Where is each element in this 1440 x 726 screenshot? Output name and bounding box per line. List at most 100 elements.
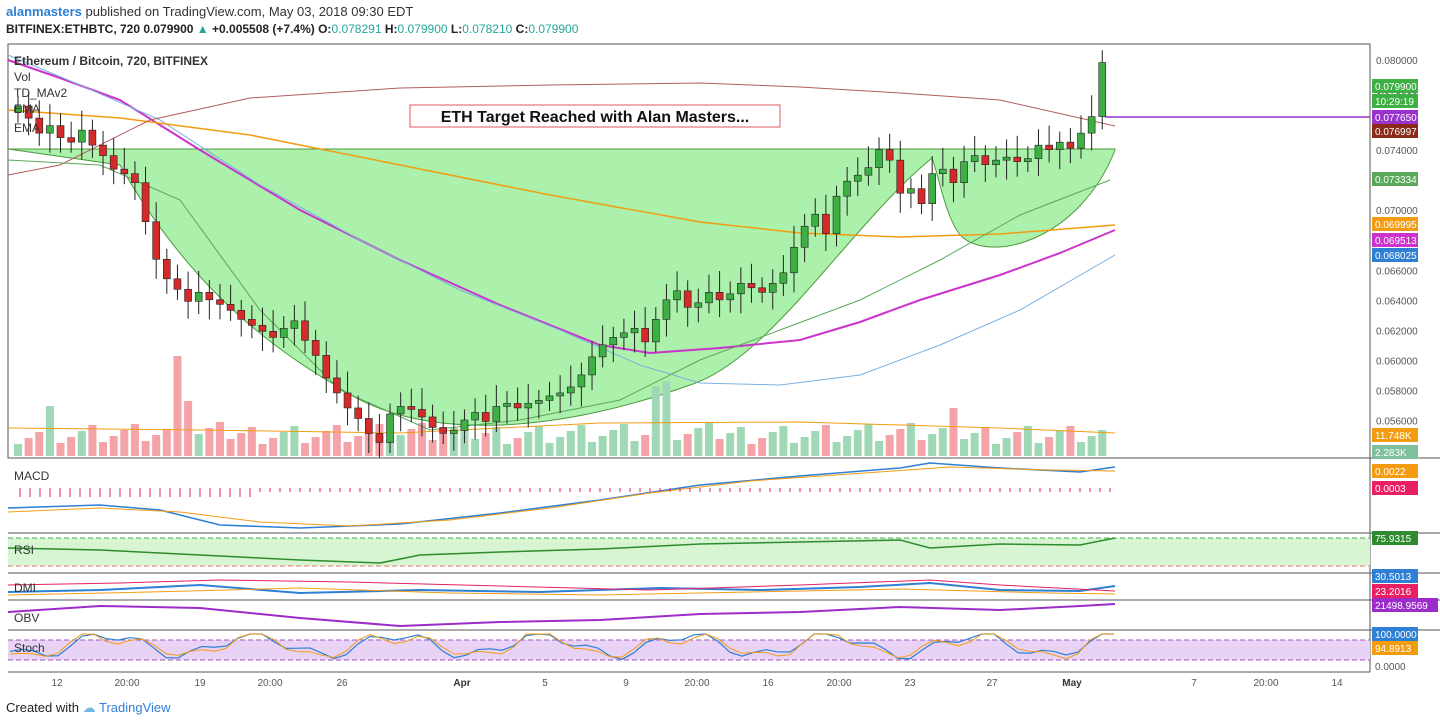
indicator-tag-text: 94.8913: [1375, 644, 1412, 655]
price-tag-text: 2.283K: [1375, 448, 1407, 459]
volume-bar: [960, 439, 969, 456]
volume-bar: [396, 435, 405, 456]
candle-body: [907, 188, 915, 194]
indicator-tag: [1372, 659, 1418, 673]
annotation-box[interactable]: [409, 104, 781, 128]
price-tag: [1372, 94, 1418, 108]
volume-bar: [694, 428, 703, 456]
candle-body: [1034, 144, 1043, 159]
candle-body: [163, 258, 171, 280]
up-arrow-icon: ▲: [196, 22, 209, 36]
price-tick-label: 0.060000: [1376, 356, 1418, 367]
indicator-tag: [1372, 598, 1438, 612]
candle-body: [428, 416, 437, 428]
rsi-band: [8, 538, 1370, 566]
close-label: C:: [515, 22, 529, 36]
volume-bar: [1045, 437, 1054, 456]
candle-body: [949, 168, 958, 183]
price-tags: 0.079900 10:29:19 0.077650 0.076997 0.073334…: [1372, 79, 1438, 673]
low-value: 0.078210: [462, 22, 513, 36]
candle-body: [545, 395, 554, 401]
volume-bar: [1023, 426, 1032, 456]
price-tag: [1372, 248, 1418, 262]
volume-bar: [896, 429, 905, 456]
symbol-line: BITFINEX:ETHBTC, 720 0.079900 ▲ +0.00550…: [6, 22, 578, 36]
candle-body: [343, 392, 352, 409]
candle-body: [311, 340, 320, 356]
candle-body: [630, 328, 639, 334]
stoch-band: [8, 640, 1370, 660]
open-label: O:: [318, 22, 332, 36]
candle-body: [790, 246, 798, 274]
candle-body: [396, 406, 405, 415]
dmi-label[interactable]: DMI: [14, 581, 36, 595]
time-tick-label: 23: [904, 678, 916, 689]
volume-bar: [162, 429, 171, 456]
volume-bar: [1055, 431, 1064, 456]
indicator-tag-text: 0.0000: [1375, 662, 1406, 673]
volume-bar: [1002, 438, 1011, 456]
candle-body: [970, 155, 979, 162]
moving-average-lines: [7, 54, 1116, 434]
volume-bar: [683, 434, 692, 456]
candle-body: [24, 105, 33, 119]
price-tag: [1372, 124, 1418, 138]
candle-body: [194, 292, 203, 302]
candle-body: [269, 331, 277, 338]
price-tick-label: 0.066000: [1376, 266, 1418, 277]
candle-body: [460, 419, 469, 431]
volume-bar: [471, 439, 480, 456]
macd-label[interactable]: MACD: [14, 469, 50, 483]
candle-body: [375, 433, 384, 443]
author-link[interactable]: alanmasters: [6, 4, 82, 19]
stoch-label[interactable]: Stoch: [14, 641, 45, 655]
volume-bar: [173, 356, 182, 456]
volume-bar: [991, 444, 1000, 456]
legend-td-mav2[interactable]: TD_MAv2: [14, 86, 67, 100]
candle-body: [620, 332, 628, 338]
tradingview-link[interactable]: TradingView: [99, 700, 171, 715]
high-label: H:: [384, 22, 398, 36]
volume-bar: [981, 427, 990, 456]
time-tick-label: 20:00: [257, 678, 282, 689]
rsi-label[interactable]: RSI: [14, 543, 34, 557]
volume-bar: [354, 436, 363, 456]
candle-body: [556, 392, 564, 397]
legend-ema-2[interactable]: EMA: [14, 121, 40, 135]
price-tag: [1372, 445, 1418, 459]
volume-bar: [322, 431, 331, 456]
volume-bar: [109, 436, 118, 456]
candle-body: [641, 328, 649, 343]
macd-line: [7, 462, 1116, 529]
volume-bar: [67, 437, 76, 456]
volume-bar: [1077, 442, 1085, 456]
volume-bar: [332, 425, 341, 456]
volume-bar: [1098, 430, 1107, 456]
legend-vol[interactable]: Vol: [14, 70, 31, 84]
time-tick-label: 9: [623, 678, 629, 689]
candle-body: [609, 337, 618, 346]
time-tick-label: 5: [542, 678, 548, 689]
volume-bar: [417, 423, 426, 456]
volume-bar: [811, 431, 820, 456]
price-tick-label: 0.064000: [1376, 296, 1418, 307]
indicator-tag-text: 30.5013: [1375, 572, 1412, 583]
volume-bar: [513, 438, 522, 456]
candle-body: [46, 125, 54, 134]
indicator-tag-text: 0.0022: [1375, 467, 1406, 478]
volume-bar: [99, 442, 108, 456]
symbol[interactable]: BITFINEX:ETHBTC, 720: [6, 22, 141, 36]
time-axis: 12 20:00 19 20:00 26 Apr 5 9 20:00 16 20:00 23 27 May…: [51, 678, 1343, 689]
time-tick-label: Apr: [453, 678, 470, 689]
legend-ema-1[interactable]: EMA: [14, 102, 40, 116]
volume-bar: [843, 436, 852, 456]
volume-bar: [662, 381, 671, 456]
ma-200-line: [7, 82, 1116, 176]
candle-body: [885, 149, 894, 161]
candle-body: [673, 290, 681, 301]
obv-label[interactable]: OBV: [14, 611, 39, 625]
volume-bar: [832, 442, 841, 456]
volume-bar: [970, 433, 979, 456]
volume-bar: [1066, 426, 1075, 456]
price-tag-text: 11.748K: [1375, 431, 1412, 442]
